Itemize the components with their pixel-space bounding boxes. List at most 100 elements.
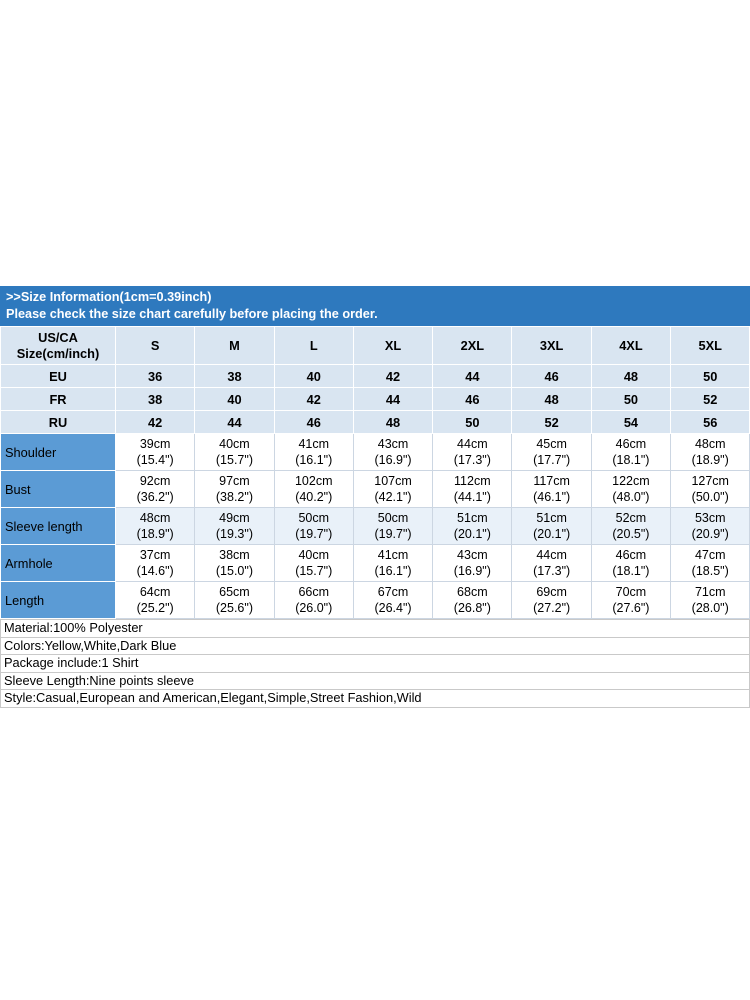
region-cell: 52	[511, 410, 592, 434]
measurement-label: Shoulder	[0, 433, 116, 471]
measurement-cell: 48cm (18.9")	[670, 433, 750, 471]
region-row-fr: FR 38 40 42 44 46 48 50 52	[0, 387, 750, 411]
measurement-cell: 102cm (40.2")	[273, 470, 354, 508]
measurement-cell: 44cm (17.3")	[432, 433, 513, 471]
measurement-label: Bust	[0, 470, 116, 508]
region-cell: 48	[590, 364, 672, 388]
measurement-cell: 64cm (25.2")	[114, 581, 196, 619]
measurement-cell: 112cm (44.1")	[432, 470, 513, 508]
region-cell: 42	[114, 410, 196, 434]
measurement-row-bust: Bust 92cm (36.2") 97cm (38.2") 102cm (40…	[0, 470, 750, 508]
measurement-cell: 50cm (19.7")	[273, 507, 354, 545]
region-cell: 50	[670, 364, 750, 388]
measurement-row-sleeve-length: Sleeve length 48cm (18.9") 49cm (19.3") …	[0, 507, 750, 545]
measurement-cell: 52cm (20.5")	[590, 507, 672, 545]
region-cell: 48	[511, 387, 592, 411]
region-label: EU	[0, 364, 116, 388]
measurement-label: Length	[0, 581, 116, 619]
measurement-cell: 49cm (19.3")	[194, 507, 275, 545]
region-label: RU	[0, 410, 116, 434]
region-cell: 36	[114, 364, 196, 388]
measurement-cell: 97cm (38.2")	[194, 470, 275, 508]
region-cell: 44	[194, 410, 275, 434]
measurement-cell: 46cm (18.1")	[590, 544, 672, 582]
measurement-cell: 50cm (19.7")	[352, 507, 434, 545]
region-cell: 38	[194, 364, 275, 388]
size-header-cell: 4XL	[590, 326, 672, 365]
measurement-cell: 45cm (17.7")	[511, 433, 592, 471]
measurement-cell: 67cm (26.4")	[352, 581, 434, 619]
region-cell: 46	[511, 364, 592, 388]
measurement-cell: 40cm (15.7")	[194, 433, 275, 471]
measurement-cell: 71cm (28.0")	[670, 581, 750, 619]
region-cell: 44	[352, 387, 434, 411]
measurement-cell: 43cm (16.9")	[352, 433, 434, 471]
product-info-package: Package include:1 Shirt	[0, 655, 750, 673]
size-header-cell: 2XL	[432, 326, 513, 365]
measurement-cell: 46cm (18.1")	[590, 433, 672, 471]
measurement-cell: 53cm (20.9")	[670, 507, 750, 545]
region-cell: 52	[670, 387, 750, 411]
banner-subtitle: Please check the size chart carefully be…	[6, 307, 378, 321]
region-cell: 40	[194, 387, 275, 411]
measurement-cell: 43cm (16.9")	[432, 544, 513, 582]
measurement-cell: 48cm (18.9")	[114, 507, 196, 545]
region-cell: 44	[432, 364, 513, 388]
size-header-cell: 5XL	[670, 326, 750, 365]
measurement-cell: 37cm (14.6")	[114, 544, 196, 582]
measurement-cell: 68cm (26.8")	[432, 581, 513, 619]
measurement-cell: 39cm (15.4")	[114, 433, 196, 471]
size-header-cell: XL	[352, 326, 434, 365]
region-label: FR	[0, 387, 116, 411]
measurement-row-armhole: Armhole 37cm (14.6") 38cm (15.0") 40cm (…	[0, 544, 750, 582]
product-info-material: Material:100% Polyester	[0, 620, 750, 638]
region-cell: 48	[352, 410, 434, 434]
measurement-cell: 41cm (16.1")	[273, 433, 354, 471]
product-info-sleeve-length: Sleeve Length:Nine points sleeve	[0, 672, 750, 690]
measurement-cell: 69cm (27.2")	[511, 581, 592, 619]
measurement-cell: 117cm (46.1")	[511, 470, 592, 508]
region-cell: 50	[432, 410, 513, 434]
region-cell: 38	[114, 387, 196, 411]
size-information-content: >>Size Information(1cm=0.39inch) Please …	[0, 286, 750, 708]
measurement-cell: 41cm (16.1")	[352, 544, 434, 582]
region-row-ru: RU 42 44 46 48 50 52 54 56	[0, 410, 750, 434]
region-cell: 54	[590, 410, 672, 434]
measurement-cell: 122cm (48.0")	[590, 470, 672, 508]
measurement-cell: 38cm (15.0")	[194, 544, 275, 582]
region-cell: 46	[432, 387, 513, 411]
region-cell: 42	[273, 387, 354, 411]
measurement-cell: 40cm (15.7")	[273, 544, 354, 582]
measurement-row-length: Length 64cm (25.2") 65cm (25.6") 66cm (2…	[0, 581, 750, 619]
product-info-style: Style:Casual,European and American,Elega…	[0, 690, 750, 708]
size-header-cell: M	[194, 326, 275, 365]
size-info-banner: >>Size Information(1cm=0.39inch) Please …	[0, 286, 750, 326]
measurement-cell: 127cm (50.0")	[670, 470, 750, 508]
region-cell: 56	[670, 410, 750, 434]
measurement-cell: 44cm (17.3")	[511, 544, 592, 582]
region-row-eu: EU 36 38 40 42 44 46 48 50	[0, 364, 750, 388]
product-info-colors: Colors:Yellow,White,Dark Blue	[0, 637, 750, 655]
measurement-label: Armhole	[0, 544, 116, 582]
region-cell: 42	[352, 364, 434, 388]
measurement-row-shoulder: Shoulder 39cm (15.4") 40cm (15.7") 41cm …	[0, 433, 750, 471]
measurement-cell: 70cm (27.6")	[590, 581, 672, 619]
banner-title: >>Size Information(1cm=0.39inch)	[6, 290, 212, 304]
size-header-cell: 3XL	[511, 326, 592, 365]
size-chart-table: US/CA Size(cm/inch) S M L XL 2XL 3XL 4XL…	[0, 326, 750, 619]
size-header-row: US/CA Size(cm/inch) S M L XL 2XL 3XL 4XL…	[0, 326, 750, 365]
measurement-cell: 107cm (42.1")	[352, 470, 434, 508]
measurement-label: Sleeve length	[0, 507, 116, 545]
measurement-cell: 51cm (20.1")	[511, 507, 592, 545]
measurement-cell: 92cm (36.2")	[114, 470, 196, 508]
corner-cell: US/CA Size(cm/inch)	[0, 326, 116, 365]
measurement-cell: 51cm (20.1")	[432, 507, 513, 545]
region-cell: 40	[273, 364, 354, 388]
region-cell: 50	[590, 387, 672, 411]
measurement-cell: 66cm (26.0")	[273, 581, 354, 619]
measurement-cell: 65cm (25.6")	[194, 581, 275, 619]
product-info-list: Material:100% Polyester Colors:Yellow,Wh…	[0, 619, 750, 708]
size-header-cell: S	[114, 326, 196, 365]
measurement-cell: 47cm (18.5")	[670, 544, 750, 582]
